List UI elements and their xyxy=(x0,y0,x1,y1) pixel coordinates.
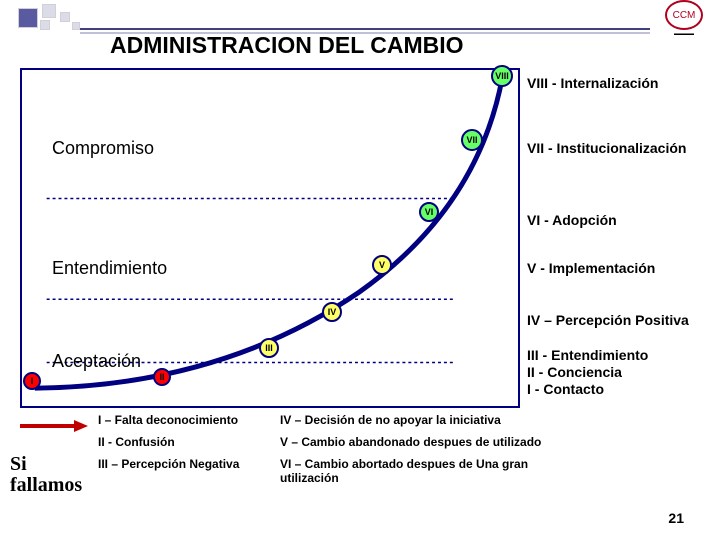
phase-label: Compromiso xyxy=(52,138,154,159)
right-label: I - Contacto xyxy=(527,381,604,397)
logo-mark: CCM xyxy=(673,10,696,21)
stage-node-I: I xyxy=(23,372,41,390)
stage-node-VII: VII xyxy=(461,129,483,151)
table-cell: IV – Decisión de no apoyar la iniciativa xyxy=(280,410,564,430)
stage-node-II: II xyxy=(153,368,171,386)
right-label: VIII - Internalización xyxy=(527,75,658,91)
logo: CCM ▬▬▬▬ xyxy=(650,0,718,46)
page-number: 21 xyxy=(668,510,684,526)
logo-circle: CCM xyxy=(665,0,703,30)
logo-subtext: ▬▬▬▬ xyxy=(674,32,694,37)
right-label: V - Implementación xyxy=(527,260,655,276)
table-row: II - ConfusiónV – Cambio abandonado desp… xyxy=(98,432,564,452)
right-label: VI - Adopción xyxy=(527,212,617,228)
right-label: VII - Institucionalización xyxy=(527,140,686,156)
si-fallamos-label: Si fallamos xyxy=(10,454,82,496)
table-cell: I – Falta deconocimiento xyxy=(98,410,278,430)
page-title: ADMINISTRACION DEL CAMBIO xyxy=(110,32,464,59)
table-row: III – Percepción NegativaVI – Cambio abo… xyxy=(98,454,564,488)
right-label: III - Entendimiento xyxy=(527,347,648,363)
table-cell: II - Confusión xyxy=(98,432,278,452)
right-label: IV – Percepción Positiva xyxy=(527,312,689,328)
phase-label: Entendimiento xyxy=(52,258,167,279)
arrow-icon xyxy=(18,418,88,434)
table-cell: V – Cambio abandonado despues de utiliza… xyxy=(280,432,564,452)
phase-label: Aceptación xyxy=(52,351,141,372)
table-cell: III – Percepción Negativa xyxy=(98,454,278,488)
table-cell: VI – Cambio abortado despues de Una gran… xyxy=(280,454,564,488)
stage-node-VIII: VIII xyxy=(491,65,513,87)
stage-node-V: V xyxy=(372,255,392,275)
diagram-box: CompromisoEntendimientoAceptaciónIIIIIII… xyxy=(20,68,520,408)
stage-node-VI: VI xyxy=(419,202,439,222)
failure-table: I – Falta deconocimientoIV – Decisión de… xyxy=(96,408,566,490)
stage-node-III: III xyxy=(259,338,279,358)
right-label: II - Conciencia xyxy=(527,364,622,380)
table-row: I – Falta deconocimientoIV – Decisión de… xyxy=(98,410,564,430)
stage-node-IV: IV xyxy=(322,302,342,322)
